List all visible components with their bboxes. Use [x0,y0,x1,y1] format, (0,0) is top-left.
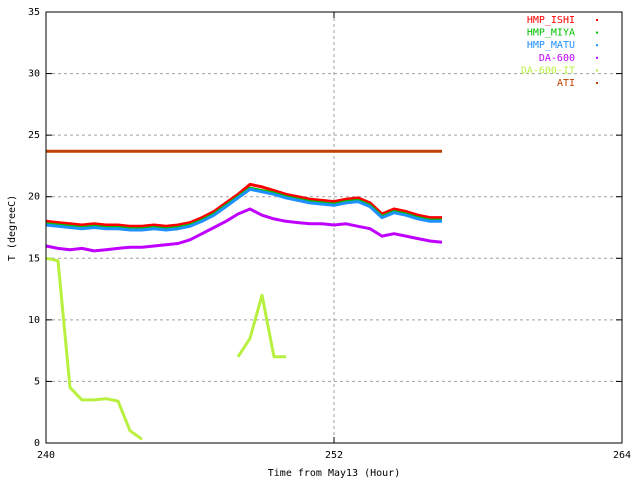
y-tick-label: 25 [28,130,40,141]
series-line [45,207,443,253]
y-tick-label: 10 [28,315,40,326]
legend-marker [596,56,598,59]
y-tick-label: 0 [34,438,40,449]
legend-marker [596,31,598,34]
legend-label: ATI [557,78,575,89]
legend-marker [596,82,598,84]
y-axis-label: T (degreeC) [7,195,18,261]
series-line [45,256,286,441]
y-tick-label: 20 [28,192,40,203]
legend-marker [596,19,598,21]
y-tick-label: 30 [28,69,40,80]
x-tick-label: 264 [613,450,631,461]
y-tick-label: 35 [28,7,40,18]
legend-marker [596,69,598,72]
y-tick-label: 15 [28,253,40,264]
y-tick-label: 5 [34,376,40,387]
x-tick-label: 252 [325,450,343,461]
legend-label: HMP_ISHI [527,15,575,26]
legend-label: DA-600 [539,53,575,64]
x-tick-label: 240 [37,450,55,461]
x-axis-label: Time from May13 (Hour) [268,468,400,479]
legend-label: DA-600-IT [521,65,575,76]
plot-frame [45,11,623,444]
legend-label: HMP_MIYA [527,28,575,39]
legend-label: HMP_MATU [527,40,575,51]
legend-marker [596,44,598,47]
series-line [45,182,442,228]
series-line [45,187,442,232]
